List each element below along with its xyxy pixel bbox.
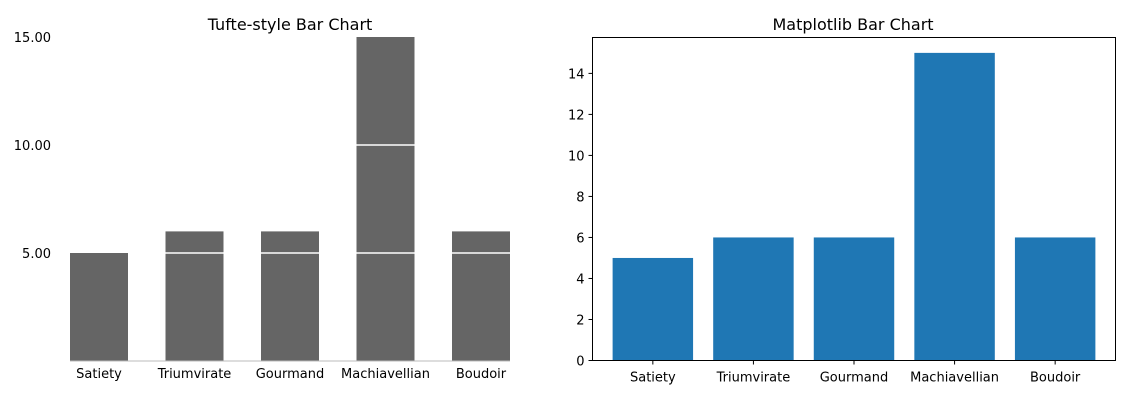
matplotlib-x-tick-label: Boudoir [1030, 371, 1081, 386]
matplotlib-bar [612, 257, 694, 361]
tufte-x-ticks: Satiety Triumvirate Gourmand Machiavellian B… [76, 367, 507, 382]
matplotlib-y-tick-label: 2 [576, 313, 584, 328]
matplotlib-y-tick-label: 8 [576, 190, 584, 205]
matplotlib-y-tick-label: 0 [576, 355, 584, 370]
tufte-x-tick-label: Satiety [76, 367, 122, 382]
matplotlib-y-tick-label: 12 [568, 108, 585, 123]
tufte-y-tick-label: 10.00 [14, 139, 51, 154]
matplotlib-x-tick-label: Triumvirate [716, 371, 791, 386]
matplotlib-bar [713, 237, 794, 361]
matplotlib-x-tick-label: Satiety [630, 371, 676, 386]
tufte-y-tick-label: 15.00 [14, 31, 51, 46]
matplotlib-bar [1014, 237, 1096, 361]
tufte-chart-title: Tufte-style Bar Chart [207, 15, 373, 34]
tufte-bar [165, 231, 224, 361]
tufte-y-ticks: 5.00 10.00 15.00 [14, 31, 51, 262]
tufte-x-tick-label: Boudoir [456, 367, 507, 382]
tufte-x-tick-label: Triumvirate [157, 367, 232, 382]
matplotlib-bar [813, 237, 895, 361]
tufte-bar [452, 231, 510, 361]
matplotlib-y-tick-label: 14 [568, 67, 585, 82]
matplotlib-bar [914, 52, 995, 361]
matplotlib-x-ticks: Satiety Triumvirate Gourmand Machiavellian B… [630, 360, 1081, 386]
tufte-bar [356, 37, 415, 361]
matplotlib-y-tick-label: 10 [568, 149, 585, 164]
tufte-x-tick-label: Gourmand [256, 367, 325, 382]
tufte-bar [70, 253, 128, 361]
matplotlib-x-tick-label: Machiavellian [910, 371, 999, 386]
tufte-bars [70, 37, 510, 361]
matplotlib-x-tick-label: Gourmand [820, 371, 889, 386]
tufte-chart: Tufte-style Bar Chart 5.00 10.00 15.00 Sat… [14, 15, 510, 382]
tufte-bar [261, 231, 319, 361]
matplotlib-y-tick-label: 6 [576, 231, 584, 246]
tufte-x-tick-label: Machiavellian [341, 367, 430, 382]
matplotlib-chart: Matplotlib Bar Chart 0 2 4 6 8 10 12 14 Satiety… [568, 15, 1116, 386]
matplotlib-y-ticks: 0 2 4 6 8 10 12 14 [568, 67, 593, 370]
matplotlib-bars [612, 52, 1096, 361]
matplotlib-y-tick-label: 4 [576, 272, 584, 287]
matplotlib-chart-title: Matplotlib Bar Chart [772, 15, 933, 34]
tufte-y-tick-label: 5.00 [22, 247, 51, 262]
